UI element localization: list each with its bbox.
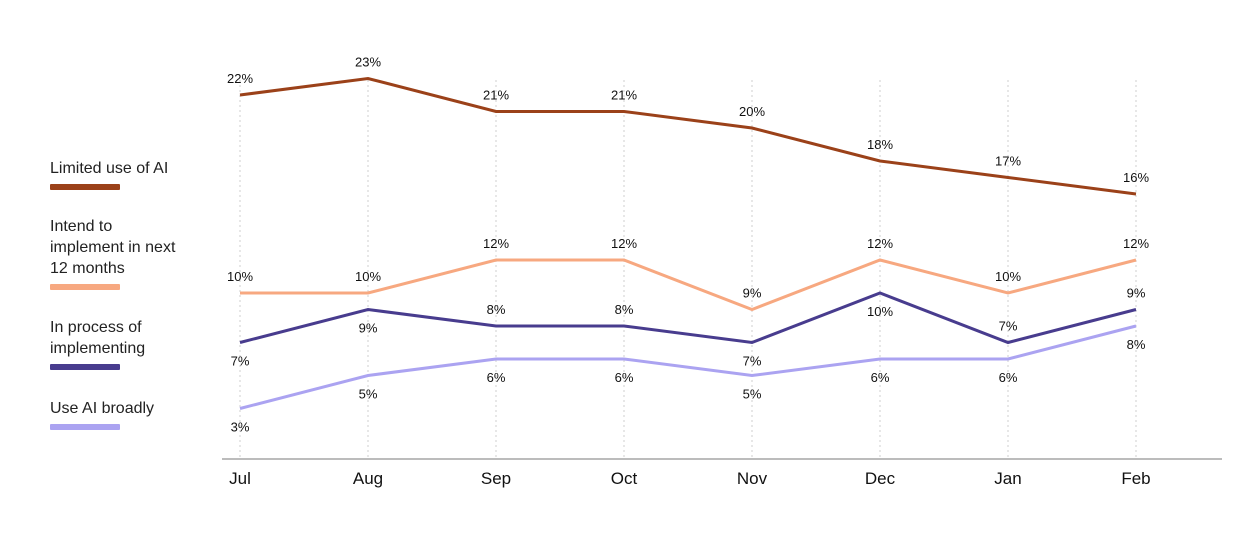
data-label-series-4-aug: 5%: [359, 387, 378, 402]
data-label-series-1-sep: 21%: [483, 88, 509, 103]
legend-swatch: [50, 364, 120, 370]
x-tick-label-nov: Nov: [737, 469, 768, 488]
data-label-series-1-dec: 18%: [867, 137, 893, 152]
x-axis-ticks: Jul Aug Sep Oct Nov Dec Jan Feb: [229, 469, 1151, 488]
series-line-3: [239, 291, 1137, 345]
x-tick-label-jan: Jan: [994, 469, 1021, 488]
x-tick-label-dec: Dec: [865, 469, 896, 488]
series-line-2: [240, 258, 1137, 312]
data-label-series-1-nov: 20%: [739, 104, 765, 119]
legend-item-in-process: In process of implementing: [50, 317, 175, 370]
legend-label: Use AI broadly: [50, 400, 155, 417]
x-tick-label-aug: Aug: [353, 469, 383, 488]
data-label-series-3-aug: 9%: [359, 321, 378, 336]
data-label-series-2-jul: 10%: [227, 269, 253, 284]
data-label-series-2-aug: 10%: [355, 269, 381, 284]
data-label-series-3-dec: 10%: [867, 304, 893, 319]
legend-item-intend-to-implement: Intend to implement in next 12 months: [50, 216, 180, 290]
x-tick-label-sep: Sep: [481, 469, 511, 488]
data-label-series-2-sep: 12%: [483, 236, 509, 251]
data-label-series-4-dec: 6%: [871, 370, 890, 385]
data-label-series-4-sep: 6%: [487, 370, 506, 385]
x-tick-label-jul: Jul: [229, 469, 251, 488]
data-label-series-3-sep: 8%: [487, 302, 506, 317]
legend-swatch: [50, 184, 120, 190]
data-label-series-1-feb: 16%: [1123, 170, 1149, 185]
data-label-series-4-oct: 6%: [615, 370, 634, 385]
legend-item-limited-use: Limited use of AI: [50, 158, 210, 190]
data-label-series-4-jan: 6%: [999, 370, 1018, 385]
data-label-series-3-feb: 9%: [1127, 286, 1146, 301]
data-label-series-1-jul: 22%: [227, 71, 253, 86]
data-label-series-2-jan: 10%: [995, 269, 1021, 284]
data-label-series-1-aug: 23%: [355, 55, 381, 70]
legend-label: In process of implementing: [50, 319, 146, 357]
data-label-series-2-nov: 9%: [743, 286, 762, 301]
data-label-series-4-jul: 3%: [231, 420, 250, 435]
legend-label: Intend to implement in next 12 months: [50, 218, 176, 277]
series-line-4: [239, 324, 1137, 410]
data-label-series-2-dec: 12%: [867, 236, 893, 251]
data-label-series-3-nov: 7%: [743, 354, 762, 369]
legend-swatch: [50, 424, 120, 430]
series-lines: [239, 76, 1137, 410]
data-label-series-1-jan: 17%: [995, 154, 1021, 169]
data-labels: 22% 23% 21% 21% 20% 18% 17% 16% 10% 10% 12% 12% 9% 12…: [227, 55, 1149, 435]
data-label-series-4-feb: 8%: [1127, 337, 1146, 352]
legend-swatch: [50, 284, 120, 290]
data-label-series-2-oct: 12%: [611, 236, 637, 251]
data-label-series-4-nov: 5%: [743, 387, 762, 402]
data-label-series-2-feb: 12%: [1123, 236, 1149, 251]
x-tick-label-feb: Feb: [1121, 469, 1150, 488]
series-line-1: [239, 76, 1137, 196]
x-tick-label-oct: Oct: [611, 469, 638, 488]
data-label-series-3-jul: 7%: [231, 354, 250, 369]
legend-label: Limited use of AI: [50, 160, 169, 177]
data-label-series-3-jan: 7%: [999, 319, 1018, 334]
gridlines: [239, 80, 1137, 458]
data-label-series-3-oct: 8%: [615, 302, 634, 317]
legend-item-use-broadly: Use AI broadly: [50, 398, 210, 430]
data-label-series-1-oct: 21%: [611, 88, 637, 103]
